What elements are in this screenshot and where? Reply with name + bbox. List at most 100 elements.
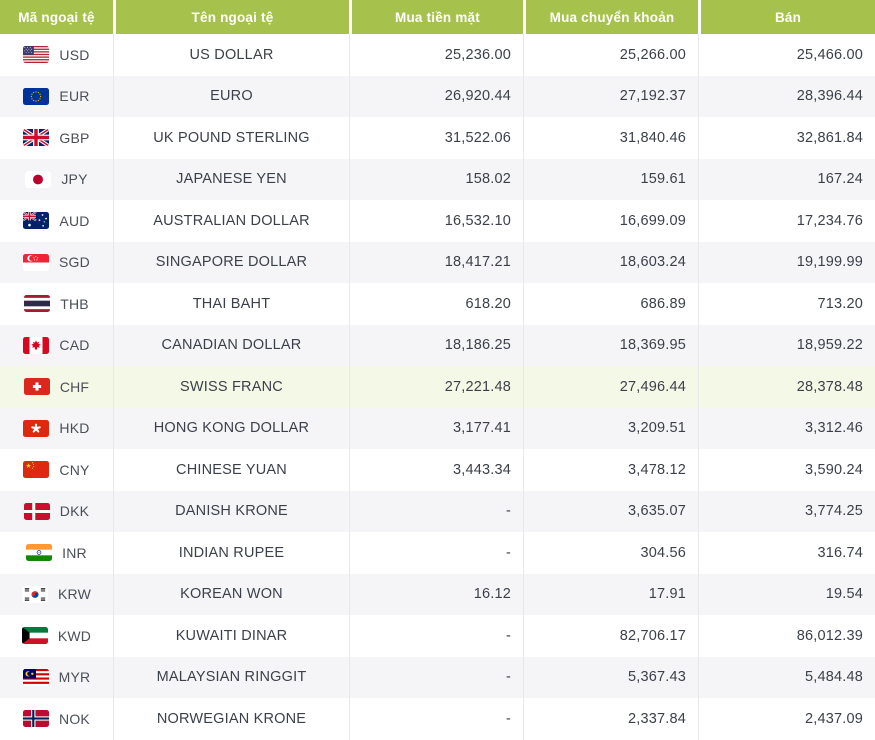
table-row[interactable]: CAD CANADIAN DOLLAR 18,186.25 18,369.95 18,9… — [0, 324, 875, 367]
currency-name: KOREAN WON — [113, 573, 349, 615]
currency-code: AUD — [59, 212, 90, 229]
sell-value: 316.74 — [698, 532, 875, 574]
buy-cash-value: 16,532.10 — [349, 200, 523, 242]
table-row[interactable]: AUD AUSTRALIAN DOLLAR 16,532.10 16,699.09 17… — [0, 200, 875, 242]
currency-code: CNY — [59, 461, 90, 478]
table-row[interactable]: MYR MALAYSIAN RINGGIT -5,367.43 5,484.48 — [0, 656, 875, 699]
currency-code: NOK — [59, 710, 90, 727]
currency-code-cell: GBP — [0, 117, 113, 159]
flag-in-icon — [26, 544, 53, 562]
buy-transfer-value: 17.91 — [523, 573, 698, 615]
currency-name: INDIAN RUPEE — [113, 532, 349, 574]
sell-value: 2,437.09 — [698, 698, 875, 740]
currency-code: CAD — [59, 337, 90, 354]
sell-value: 713.20 — [698, 283, 875, 325]
table-row[interactable]: NOK NORWEGIAN KRONE -2,337.84 2,437.09 — [0, 698, 875, 740]
buy-cash-value: 27,221.48 — [349, 366, 523, 408]
table-row[interactable]: KRW KOREAN WON 16.12 17.91 19.54 — [0, 573, 875, 616]
currency-name: NORWEGIAN KRONE — [113, 698, 349, 740]
currency-name: JAPANESE YEN — [113, 158, 349, 200]
buy-cash-value: 31,522.06 — [349, 117, 523, 159]
currency-name: US DOLLAR — [113, 34, 349, 76]
currency-code-cell: NOK — [0, 698, 113, 740]
currency-code: MYR — [58, 669, 91, 686]
table-row[interactable]: USD US DOLLAR 25,236.00 25,266.00 25,466.00 — [0, 34, 875, 76]
currency-name: EURO — [113, 75, 349, 117]
currency-name: CHINESE YUAN — [113, 449, 349, 491]
table-row[interactable]: KWD KUWAITI DINAR -82,706.17 86,012.39 — [0, 615, 875, 657]
buy-transfer-value: 3,635.07 — [523, 490, 698, 532]
buy-cash-value: 18,186.25 — [349, 324, 523, 366]
header-cell-buy-transfer: Mua chuyển khoản — [523, 0, 698, 34]
buy-cash-value: - — [349, 698, 523, 740]
sell-value: 28,396.44 — [698, 75, 875, 117]
currency-code: GBP — [59, 129, 90, 146]
currency-code-cell: INR — [0, 532, 113, 574]
currency-code-cell: MYR — [0, 657, 113, 699]
currency-code: DKK — [59, 503, 90, 520]
currency-code-cell: CHF — [0, 366, 113, 408]
sell-value: 25,466.00 — [698, 34, 875, 76]
currency-code-cell: HKD — [0, 408, 113, 450]
currency-code: EUR — [59, 88, 90, 105]
currency-code: USD — [59, 46, 90, 63]
table-row[interactable]: EUR EURO 26,920.44 27,192.37 28,396.44 — [0, 75, 875, 117]
table-row[interactable]: INR INDIAN RUPEE -304.56 316.74 — [0, 532, 875, 574]
buy-cash-value: 25,236.00 — [349, 34, 523, 76]
currency-code-cell: AUD — [0, 200, 113, 242]
buy-transfer-value: 5,367.43 — [523, 656, 698, 698]
currency-code: KRW — [57, 586, 91, 603]
sell-value: 18,959.22 — [698, 324, 875, 366]
buy-transfer-value: 3,478.12 — [523, 449, 698, 491]
flag-hk-icon — [23, 419, 50, 437]
currency-name: SINGAPORE DOLLAR — [113, 241, 349, 283]
table-row[interactable]: JPY JAPANESE YEN 158.02 159.61 167.24 — [0, 158, 875, 200]
buy-cash-value: 26,920.44 — [349, 75, 523, 117]
sell-value: 3,774.25 — [698, 490, 875, 532]
flag-kr-icon — [21, 585, 48, 603]
buy-transfer-value: 2,337.84 — [523, 698, 698, 740]
table-row[interactable]: SGD SINGAPORE DOLLAR 18,417.21 18,603.24 19,… — [0, 241, 875, 283]
sell-value: 3,312.46 — [698, 407, 875, 449]
currency-name: MALAYSIAN RINGGIT — [113, 656, 349, 698]
sell-value: 5,484.48 — [698, 656, 875, 698]
table-row[interactable]: HKD HONG KONG DOLLAR 3,177.41 3,209.51 3,312… — [0, 407, 875, 450]
buy-cash-value: 18,417.21 — [349, 241, 523, 283]
buy-transfer-value: 686.89 — [523, 283, 698, 325]
currency-code: JPY — [61, 171, 88, 188]
buy-transfer-value: 27,496.44 — [523, 366, 698, 408]
sell-value: 32,861.84 — [698, 117, 875, 159]
buy-transfer-value: 304.56 — [523, 532, 698, 574]
sell-value: 3,590.24 — [698, 449, 875, 491]
currency-name: KUWAITI DINAR — [113, 615, 349, 657]
flag-cn-icon — [23, 461, 50, 479]
currency-code-cell: DKK — [0, 491, 113, 533]
table-row[interactable]: THB THAI BAHT 618.20 686.89 713.20 — [0, 283, 875, 325]
currency-code: THB — [60, 295, 89, 312]
buy-cash-value: 16.12 — [349, 573, 523, 615]
flag-jp-icon — [25, 170, 52, 188]
sell-value: 19.54 — [698, 573, 875, 615]
currency-code: HKD — [59, 420, 90, 437]
currency-code-cell: THB — [0, 283, 113, 325]
buy-transfer-value: 18,369.95 — [523, 324, 698, 366]
table-row[interactable]: CHF SWISS FRANC 27,221.48 27,496.44 28,378.4… — [0, 366, 875, 408]
buy-transfer-value: 31,840.46 — [523, 117, 698, 159]
flag-no-icon — [23, 710, 50, 728]
currency-code-cell: KRW — [0, 574, 113, 616]
currency-name: HONG KONG DOLLAR — [113, 407, 349, 449]
buy-transfer-value: 82,706.17 — [523, 615, 698, 657]
buy-transfer-value: 3,209.51 — [523, 407, 698, 449]
table-row[interactable]: CNY CHINESE YUAN 3,443.34 3,478.12 3,590.24 — [0, 449, 875, 491]
currency-code: SGD — [59, 254, 90, 271]
currency-code-cell: CAD — [0, 325, 113, 367]
buy-transfer-value: 25,266.00 — [523, 34, 698, 76]
flag-th-icon — [24, 295, 51, 313]
table-row[interactable]: GBP UK POUND STERLING 31,522.06 31,840.46 32… — [0, 117, 875, 159]
sell-value: 86,012.39 — [698, 615, 875, 657]
flag-us-icon — [23, 46, 50, 64]
table-row[interactable]: DKK DANISH KRONE -3,635.07 3,774.25 — [0, 490, 875, 533]
buy-cash-value: 3,177.41 — [349, 407, 523, 449]
flag-au-icon — [23, 212, 50, 230]
